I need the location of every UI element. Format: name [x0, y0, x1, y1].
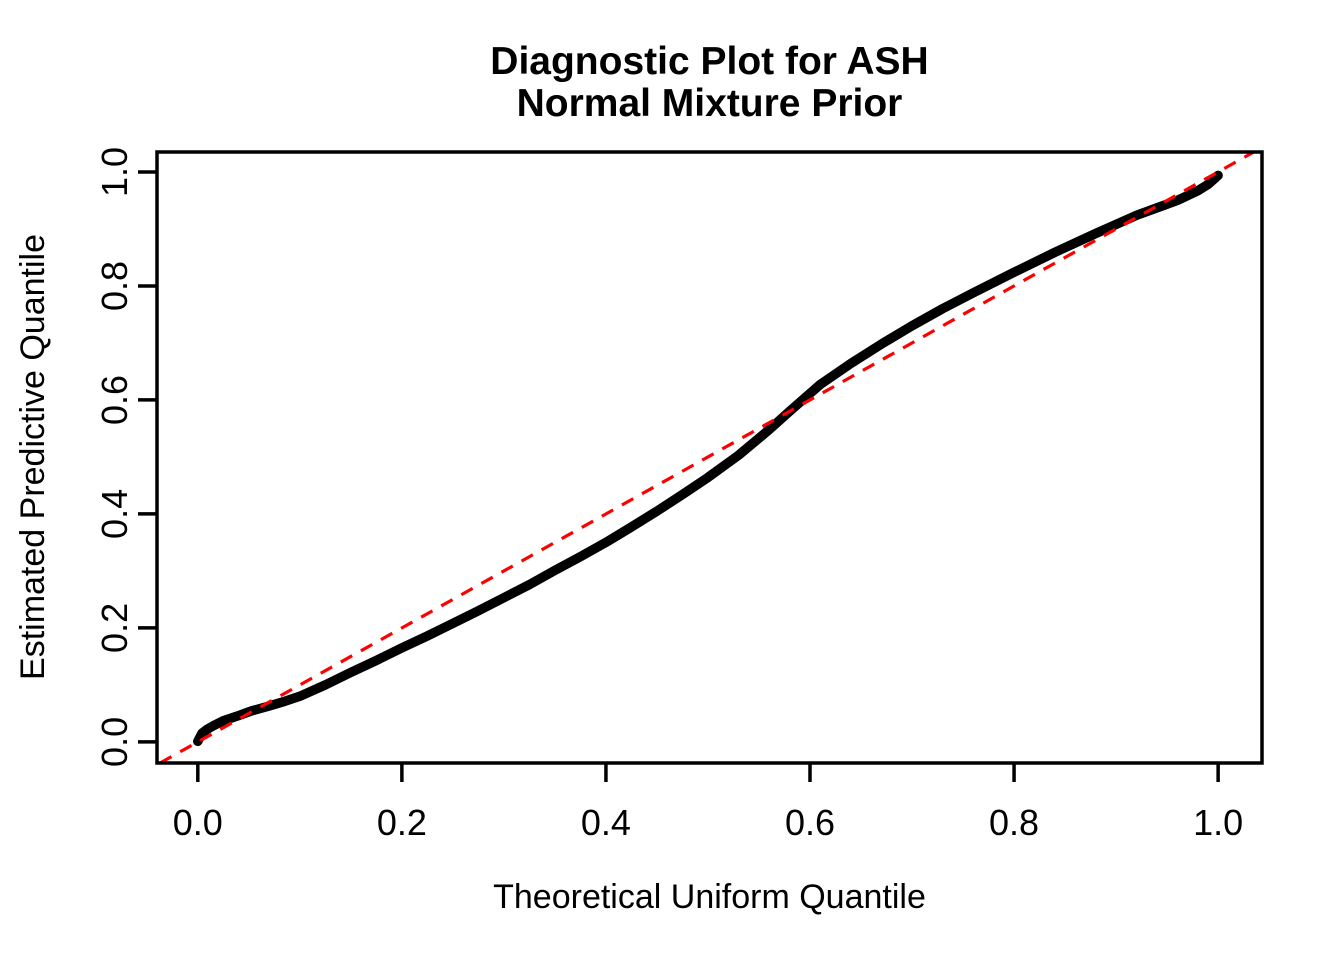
y-axis-label: Estimated Predictive Quantile — [14, 234, 52, 680]
identity-reference-line — [159, 150, 1255, 765]
x-tick-label: 0.8 — [989, 802, 1039, 843]
x-tick-label: 0.2 — [377, 802, 427, 843]
chart-title-line-2: Normal Mixture Prior — [517, 82, 903, 125]
y-axis: 0.0 0.2 0.4 0.6 0.8 1.0 — [94, 147, 157, 767]
y-tick-label: 1.0 — [94, 147, 135, 197]
x-tick-label: 0.4 — [581, 802, 631, 843]
plot-box — [155, 150, 1264, 765]
reference-line-group — [159, 150, 1255, 765]
y-tick-label: 0.4 — [94, 489, 135, 539]
x-tick-label: 1.0 — [1193, 802, 1243, 843]
chart-title-line-1: Diagnostic Plot for ASH — [490, 40, 928, 83]
x-tick-label: 0.6 — [785, 802, 835, 843]
qq-curve — [193, 170, 1223, 747]
y-tick-label: 0.0 — [94, 717, 135, 767]
y-tick-label: 0.8 — [94, 261, 135, 311]
x-axis-label: Theoretical Uniform Quantile — [493, 878, 926, 916]
qq-curve-group — [193, 170, 1223, 747]
x-axis: 0.0 0.2 0.4 0.6 0.8 1.0 — [173, 763, 1243, 843]
x-tick-label: 0.0 — [173, 802, 223, 843]
y-tick-label: 0.2 — [94, 603, 135, 653]
y-tick-label: 0.6 — [94, 375, 135, 425]
